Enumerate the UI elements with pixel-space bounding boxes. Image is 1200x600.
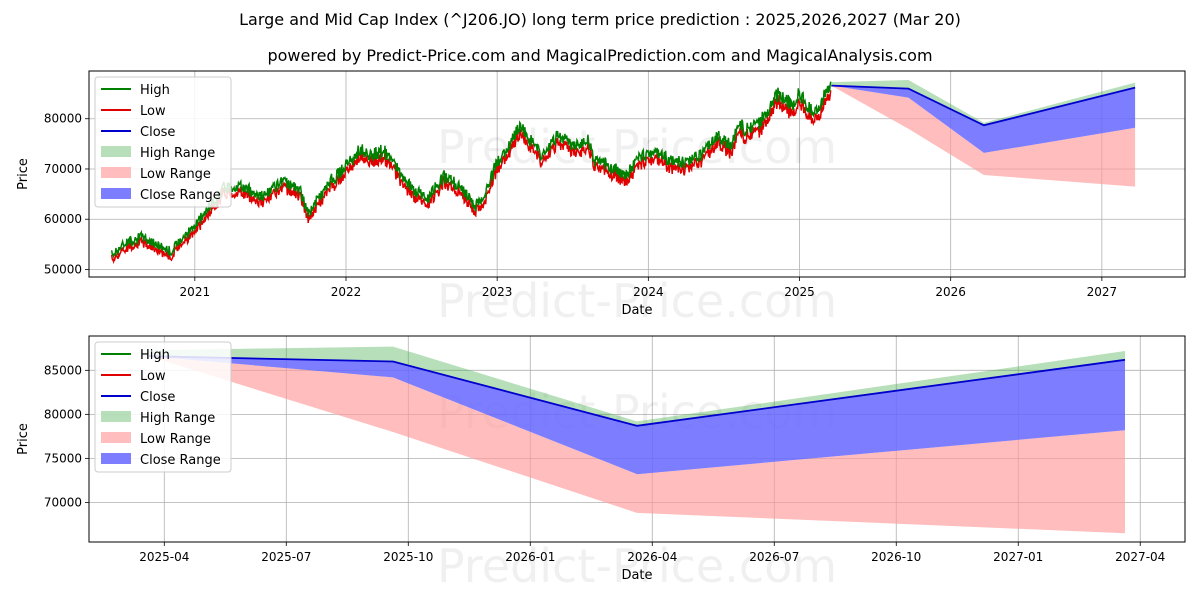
legend: High Low Close High Range Low Range Close Ran… bbox=[94, 76, 232, 208]
legend-label: Close Range bbox=[140, 188, 221, 203]
legend-patch-swatch bbox=[101, 167, 131, 178]
close-range-area bbox=[831, 85, 1136, 153]
legend-label: High Range bbox=[140, 146, 215, 161]
x-tick-label: 2025-04 bbox=[139, 550, 189, 564]
x-tick-label: 2022 bbox=[331, 285, 362, 299]
legend-patch-swatch bbox=[101, 411, 131, 422]
low-range-area bbox=[149, 356, 1125, 534]
legend-label: Close bbox=[140, 390, 175, 405]
x-axis-label: Date bbox=[621, 568, 652, 583]
y-axis-label: Price bbox=[16, 423, 31, 455]
axes-frame bbox=[88, 335, 1186, 543]
x-tick-label: 2025-10 bbox=[383, 550, 433, 564]
legend-label: Close Range bbox=[140, 453, 221, 468]
bottom-panel: 2025-04 2025-07 2025-10 2026-01 2026-04 2026-… bbox=[16, 335, 1186, 593]
x-tick-label: 2025 bbox=[784, 285, 815, 299]
close-forecast-line bbox=[148, 355, 1126, 427]
x-tick-label: 2026 bbox=[935, 285, 966, 299]
chart-title: Large and Mid Cap Index (^J206.JO) long … bbox=[239, 10, 961, 29]
x-tick-label: 2021 bbox=[180, 285, 211, 299]
chart-subtitle: powered by Predict-Price.com and Magical… bbox=[267, 46, 933, 65]
top-panel: 2021 2022 2023 2024 2025 2026 2027 50000 60000 70… bbox=[16, 70, 1186, 328]
x-tick-label: 2023 bbox=[482, 285, 513, 299]
legend-label: High bbox=[140, 348, 170, 363]
x-tick-label: 2027 bbox=[1087, 285, 1118, 299]
legend-label: Low bbox=[140, 104, 166, 119]
close-range-area bbox=[149, 356, 1125, 475]
legend-patch-swatch bbox=[101, 453, 131, 464]
x-tick-label: 2026-10 bbox=[871, 550, 921, 564]
legend-label: High bbox=[140, 83, 170, 98]
x-tick-label: 2026-01 bbox=[505, 550, 555, 564]
legend-label: Low bbox=[140, 369, 166, 384]
plot-area bbox=[148, 346, 1126, 534]
plot-area bbox=[110, 80, 1136, 265]
legend-label: High Range bbox=[140, 411, 215, 426]
x-tick-label: 2027-04 bbox=[1115, 550, 1165, 564]
y-axis-label: Price bbox=[16, 158, 31, 190]
close-forecast-line bbox=[831, 84, 1136, 127]
watermark-text: Predict-Price.com bbox=[437, 274, 837, 328]
x-tick-label: 2024 bbox=[633, 285, 664, 299]
high-range-area bbox=[149, 346, 1125, 426]
legend-label: Low Range bbox=[140, 432, 211, 447]
legend-label: Low Range bbox=[140, 167, 211, 182]
y-tick-label: 75000 bbox=[44, 451, 82, 465]
legend: High Low Close High Range Low Range Close Ran… bbox=[94, 341, 232, 473]
legend-patch-swatch bbox=[101, 188, 131, 199]
legend-patch-swatch bbox=[101, 432, 131, 443]
low-range-area bbox=[831, 85, 1136, 187]
x-tick-label: 2027-01 bbox=[993, 550, 1043, 564]
legend-label: Close bbox=[140, 125, 175, 140]
y-tick-label: 60000 bbox=[44, 212, 82, 226]
x-axis-label: Date bbox=[621, 303, 652, 318]
axes-frame bbox=[88, 70, 1186, 278]
y-tick-label: 70000 bbox=[44, 495, 82, 509]
y-tick-label: 80000 bbox=[44, 112, 82, 126]
y-tick-label: 70000 bbox=[44, 162, 82, 176]
x-tick-label: 2025-07 bbox=[261, 550, 311, 564]
y-tick-label: 80000 bbox=[44, 407, 82, 421]
watermark-text: Predict-Price.com bbox=[437, 539, 837, 593]
y-tick-label: 85000 bbox=[44, 363, 82, 377]
x-tick-label: 2026-07 bbox=[749, 550, 799, 564]
x-tick-label: 2026-04 bbox=[627, 550, 677, 564]
y-tick-label: 50000 bbox=[44, 262, 82, 276]
legend-patch-swatch bbox=[101, 146, 131, 157]
